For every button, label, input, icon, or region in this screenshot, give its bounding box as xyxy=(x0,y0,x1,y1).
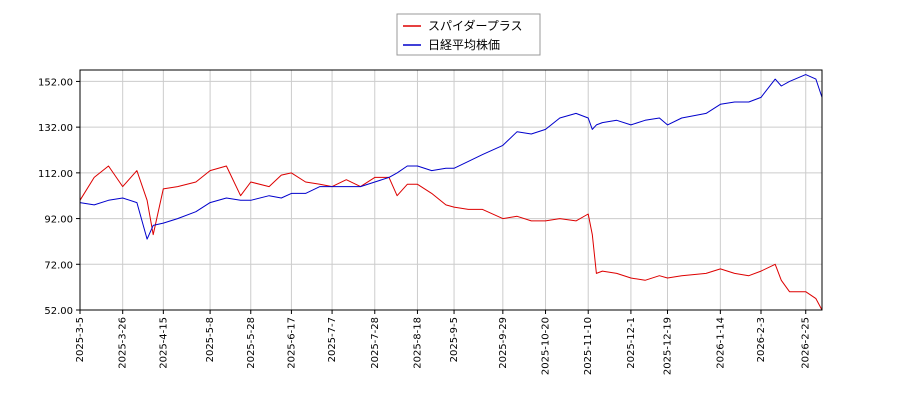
x-tick-label: 2026-1-14 xyxy=(715,317,726,369)
y-tick-label: 112.00 xyxy=(38,169,73,180)
grid-lines xyxy=(79,70,822,311)
series-line-nikkei xyxy=(79,74,823,240)
x-tick-label: 2025-4-15 xyxy=(158,317,169,369)
x-tick-label: 2026-2-3 xyxy=(756,317,767,362)
x-tick-label: 2025-8-18 xyxy=(412,317,423,369)
x-tick-label: 2025-5-28 xyxy=(246,317,257,369)
x-tick-label: 2025-9-5 xyxy=(449,317,460,362)
y-tick-label: 52.00 xyxy=(44,306,73,317)
x-tick-label: 2025-12-1 xyxy=(626,317,637,369)
y-tick-label: 132.00 xyxy=(38,123,73,134)
y-tick-label: 72.00 xyxy=(44,260,73,271)
legend: スパイダープラス 日経平均株価 xyxy=(396,13,541,56)
legend-label-spiderplus: スパイダープラス xyxy=(428,18,523,33)
x-tick-label: 2025-11-10 xyxy=(583,317,594,375)
series-line-spiderplus xyxy=(79,165,823,311)
x-tick-label: 2025-3-5 xyxy=(75,317,86,362)
plot-frame xyxy=(79,69,823,311)
x-tick-label: 2025-3-26 xyxy=(118,317,129,369)
x-tick-label: 2026-2-25 xyxy=(801,317,812,369)
x-tick-label: 2025-6-17 xyxy=(286,317,297,369)
y-axis: 52.00 72.00 92.00 112.00 132.00 152.00 xyxy=(38,77,80,317)
x-tick-label: 2025-7-7 xyxy=(327,317,338,362)
x-axis: 2025-3-5 2025-3-26 2025-4-15 2025-5-8 2025-5… xyxy=(75,310,812,375)
legend-box xyxy=(396,13,541,56)
x-tick-label: 2025-5-8 xyxy=(205,317,216,362)
x-tick-label: 2025-12-19 xyxy=(663,317,674,375)
x-tick-label: 2025-10-20 xyxy=(541,317,552,375)
series-layer xyxy=(79,74,823,311)
y-tick-label: 152.00 xyxy=(38,77,73,88)
y-tick-label: 92.00 xyxy=(44,215,73,226)
x-tick-label: 2025-7-28 xyxy=(370,317,381,369)
x-tick-label: 2025-9-29 xyxy=(498,317,509,369)
legend-label-nikkei: 日経平均株価 xyxy=(428,37,500,52)
